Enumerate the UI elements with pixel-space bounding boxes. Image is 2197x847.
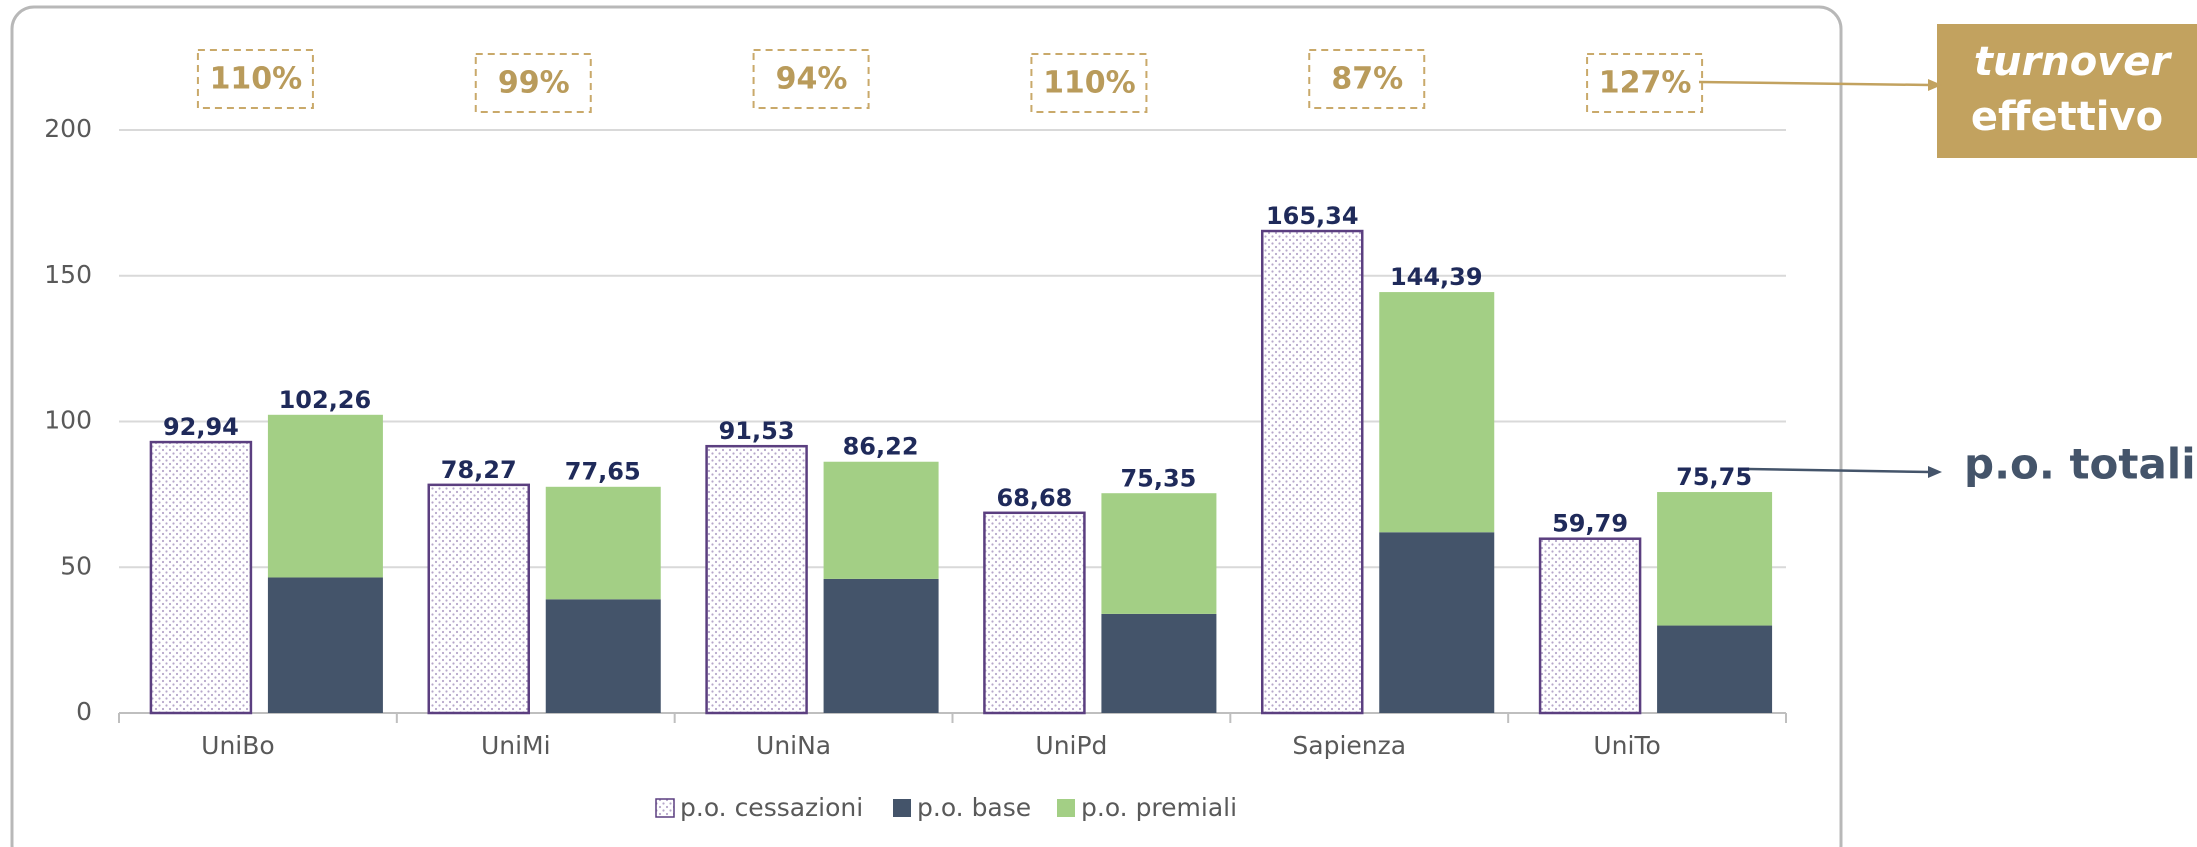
turnover-box [196,49,314,109]
data-label: 91,53 [719,417,795,445]
x-tick-label: UniNa [756,731,831,760]
bar [427,483,530,715]
total-label: 75,75 [1676,463,1752,491]
bar [983,511,1086,715]
turnover-label: 110% [1043,66,1136,101]
total-label: 77,65 [565,458,641,486]
x-tick-label: Sapienza [1292,731,1406,760]
data-label: 165,34 [1266,202,1359,230]
y-tick-label: 100 [44,406,92,435]
total-label: 102,26 [279,386,372,414]
turnover-label: 94% [776,62,848,97]
turnover-box [752,49,870,109]
arrowhead [1928,466,1942,478]
bar-segment [545,599,661,713]
y-tick-label: 150 [44,260,92,289]
turnover-box [1586,53,1704,113]
bar [149,440,253,715]
connector [1747,467,1931,474]
legend-label: p.o. premiali [1081,793,1237,822]
data-label: 92,94 [163,413,239,441]
legend-swatch [893,799,911,817]
x-tick-label: UniPd [1035,731,1107,760]
turnover-label: 127% [1599,66,1692,101]
bar [705,444,808,715]
bar-segment [545,486,661,600]
bar-segment [1101,613,1217,713]
bar-segment [267,577,383,713]
data-label: 59,79 [1552,510,1628,538]
bar-segment [1101,493,1217,614]
legend-swatch [655,798,675,818]
turnover-box [1308,49,1426,109]
bar-segment [823,461,939,579]
x-tick-label: UniBo [201,731,275,760]
legend-label: p.o. base [917,793,1031,822]
data-label: 78,27 [441,456,517,484]
bar-segment [1379,532,1495,713]
bar [1261,229,1364,715]
x-tick-label: UniMi [481,731,551,760]
bar-segment [1657,492,1773,626]
data-label: 68,68 [996,484,1072,512]
bar-segment [267,414,383,578]
annotation: effettivo [1971,94,2163,140]
x-tick-label: UniTo [1593,731,1660,760]
annotation-box [1937,24,2197,158]
bar [1538,537,1642,715]
legend-swatch [1057,799,1075,817]
turnover-label: 110% [210,62,303,97]
total-label: 144,39 [1390,263,1483,291]
y-tick-label: 200 [44,114,92,143]
y-tick-label: 0 [76,697,92,726]
turnover-label: 99% [498,66,570,101]
bar-segment [823,578,939,713]
total-label: 86,22 [843,433,919,461]
connector [1698,80,1931,87]
turnover-box [474,53,592,113]
annotation: p.o. totali [1964,440,2196,489]
bar-segment [1379,292,1495,533]
total-label: 75,35 [1120,464,1196,492]
arrowhead [1928,79,1942,91]
bar-segment [1657,625,1773,713]
turnover-label: 87% [1331,62,1403,97]
y-tick-label: 50 [60,551,92,580]
turnover-box [1030,53,1148,113]
legend-label: p.o. cessazioni [680,793,863,822]
annotation: turnover [1974,39,2172,85]
